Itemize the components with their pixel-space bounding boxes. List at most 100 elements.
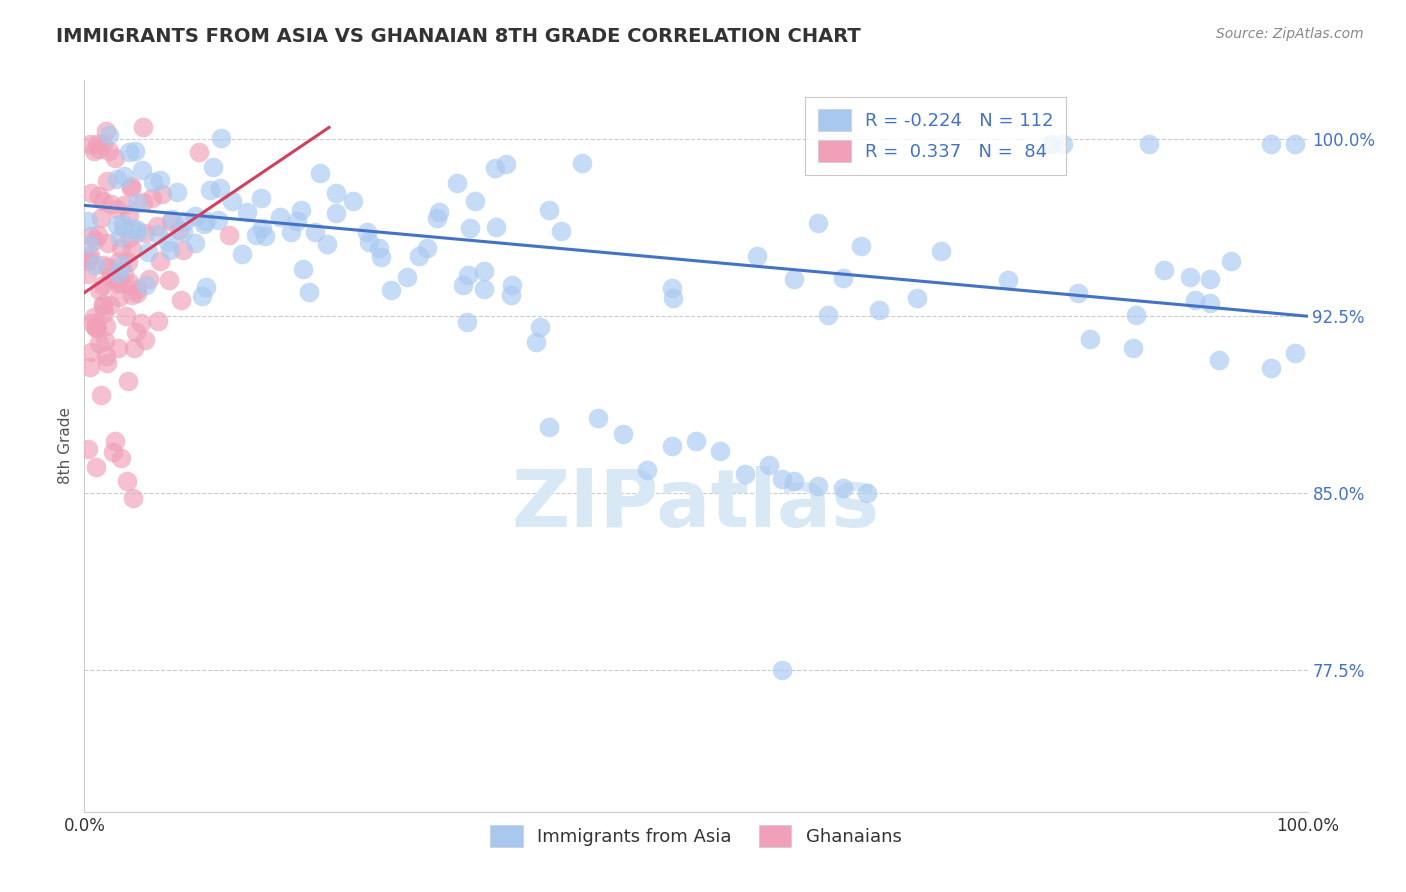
- Point: [80, 229, 103, 244]
- Point: [807, 479, 830, 493]
- Point: [82, 316, 104, 330]
- Point: [636, 462, 658, 476]
- Point: [141, 191, 163, 205]
- Point: [125, 325, 148, 339]
- Point: [1078, 332, 1101, 346]
- Point: [105, 172, 128, 186]
- Point: [97, 144, 120, 158]
- Point: [426, 211, 449, 226]
- Point: [124, 222, 146, 236]
- Point: [100, 197, 122, 211]
- Point: [117, 374, 139, 388]
- Point: [125, 286, 148, 301]
- Point: [370, 250, 392, 264]
- Point: [1260, 136, 1282, 151]
- Point: [499, 288, 522, 302]
- Point: [83, 144, 105, 158]
- Point: [84, 459, 107, 474]
- Point: [125, 282, 148, 296]
- Point: [458, 221, 481, 235]
- Point: [121, 178, 143, 193]
- Point: [134, 333, 156, 347]
- Point: [120, 181, 142, 195]
- Point: [159, 213, 181, 227]
- Point: [758, 458, 780, 472]
- Point: [612, 427, 634, 442]
- Point: [79, 252, 101, 267]
- Point: [734, 467, 756, 482]
- Point: [87, 142, 110, 156]
- Point: [747, 249, 769, 263]
- Point: [146, 227, 169, 241]
- Point: [269, 210, 291, 224]
- Point: [110, 241, 132, 255]
- Point: [231, 247, 253, 261]
- Point: [308, 166, 330, 180]
- Point: [550, 224, 572, 238]
- Point: [783, 272, 806, 286]
- Point: [464, 194, 486, 208]
- Point: [396, 270, 419, 285]
- Point: [91, 136, 114, 151]
- Point: [207, 213, 229, 227]
- Point: [325, 206, 347, 220]
- Point: [91, 299, 114, 313]
- Point: [124, 145, 146, 159]
- Point: [1184, 293, 1206, 308]
- Point: [456, 315, 478, 329]
- Point: [1122, 341, 1144, 355]
- Point: [849, 239, 872, 253]
- Point: [122, 342, 145, 356]
- Point: [157, 235, 180, 249]
- Point: [100, 269, 122, 284]
- Point: [193, 218, 215, 232]
- Point: [107, 341, 129, 355]
- Point: [1260, 361, 1282, 376]
- Point: [104, 151, 127, 165]
- Point: [98, 128, 121, 142]
- Point: [146, 219, 169, 234]
- Point: [253, 229, 276, 244]
- Point: [117, 145, 139, 160]
- Point: [117, 254, 139, 268]
- Point: [150, 186, 173, 201]
- Point: [209, 131, 232, 145]
- Point: [91, 194, 114, 208]
- Point: [77, 442, 100, 457]
- Point: [1198, 295, 1220, 310]
- Point: [79, 136, 101, 151]
- Point: [90, 211, 112, 226]
- Point: [118, 277, 141, 291]
- Point: [80, 344, 103, 359]
- Point: [831, 482, 853, 496]
- Point: [79, 248, 101, 262]
- Point: [770, 663, 793, 677]
- Point: [368, 241, 391, 255]
- Point: [1137, 136, 1160, 151]
- Point: [87, 227, 110, 242]
- Point: [198, 182, 221, 196]
- Point: [245, 227, 267, 242]
- Point: [167, 223, 190, 237]
- Point: [304, 225, 326, 239]
- Point: [84, 320, 107, 334]
- Point: [112, 169, 135, 184]
- Point: [586, 410, 609, 425]
- Point: [997, 273, 1019, 287]
- Point: [538, 420, 561, 434]
- Point: [121, 288, 143, 302]
- Point: [94, 334, 117, 348]
- Point: [290, 203, 312, 218]
- Point: [97, 260, 120, 274]
- Point: [427, 204, 450, 219]
- Point: [91, 258, 114, 272]
- Point: [250, 191, 273, 205]
- Point: [97, 235, 120, 250]
- Point: [83, 258, 105, 272]
- Point: [524, 334, 547, 349]
- Point: [93, 306, 115, 320]
- Point: [1039, 136, 1062, 151]
- Y-axis label: 8th Grade: 8th Grade: [58, 408, 73, 484]
- Point: [77, 213, 100, 227]
- Point: [89, 189, 111, 203]
